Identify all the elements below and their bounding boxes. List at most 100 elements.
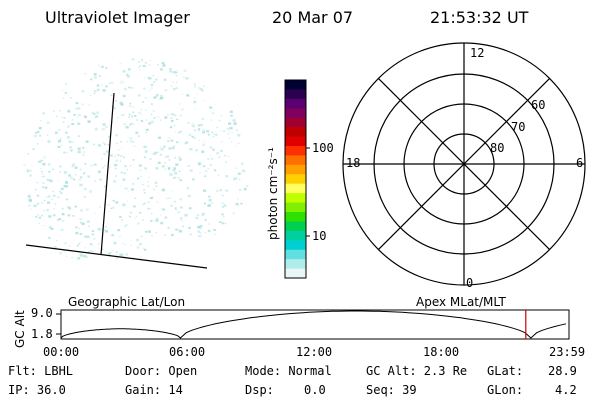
timeline-ytick-label-1.8: 1.8 (31, 327, 53, 341)
uv-speckle (47, 140, 51, 143)
uv-speckle (91, 111, 95, 114)
uv-speckle (208, 195, 211, 198)
info-dsp-label: Dsp: (245, 383, 274, 397)
uv-speckle (126, 168, 128, 170)
uv-speckle (72, 141, 74, 143)
uv-speckle (57, 180, 60, 182)
uv-speckle (95, 238, 97, 239)
uv-speckle (42, 163, 46, 166)
uv-speckle (67, 109, 71, 112)
uv-speckle (223, 130, 225, 132)
uv-speckle (40, 168, 41, 169)
uv-speckle (179, 198, 182, 201)
uv-speckle (138, 164, 142, 167)
uv-speckle (131, 188, 134, 191)
uv-speckle (123, 114, 125, 115)
uv-speckle (41, 141, 43, 143)
uv-speckle (52, 191, 54, 193)
uv-speckle (121, 219, 123, 221)
uv-speckle (196, 93, 198, 95)
uv-speckle (150, 219, 153, 222)
uv-speckle (191, 135, 194, 138)
uv-speckle (116, 254, 118, 256)
uv-speckle (103, 228, 106, 231)
uv-speckle (79, 218, 83, 221)
uv-speckle (98, 206, 101, 208)
uv-speckle (108, 135, 111, 138)
uv-speckle (193, 137, 196, 139)
uv-speckle (67, 110, 71, 113)
uv-speckle (77, 257, 81, 260)
uv-speckle (183, 69, 186, 72)
uv-speckle (68, 140, 72, 143)
uv-speckle (47, 134, 49, 136)
uv-speckle (29, 193, 31, 194)
uv-speckle (46, 196, 48, 198)
uv-speckle (216, 127, 218, 129)
colorbar-segment (285, 259, 306, 270)
info-glat-label: GLat: (487, 364, 524, 378)
uv-speckle (237, 134, 241, 137)
uv-speckle (105, 126, 108, 128)
uv-speckle (156, 151, 159, 154)
uv-speckle (71, 122, 74, 125)
colorbar-segment (285, 155, 306, 166)
uv-speckle (142, 204, 144, 206)
uv-speckle (167, 140, 170, 142)
uv-speckle (74, 174, 77, 176)
uv-speckle (120, 155, 123, 157)
uv-speckle (94, 180, 97, 182)
uv-speckle (163, 78, 167, 81)
uv-speckle (164, 89, 168, 92)
uv-speckle (159, 153, 162, 156)
uv-speckle (26, 168, 30, 172)
uv-speckle (178, 103, 181, 105)
uv-speckle (152, 188, 155, 191)
uv-speckle (94, 117, 96, 119)
uv-speckle (125, 244, 127, 245)
uv-speckle (56, 239, 58, 241)
uv-speckle (168, 159, 171, 161)
timeline-right-title: Apex MLat/MLT (416, 295, 506, 309)
uv-speckle (101, 84, 103, 86)
uv-speckle (186, 94, 190, 97)
uv-speckle (87, 251, 90, 253)
uv-speckle (177, 176, 180, 179)
uv-speckle (68, 207, 72, 210)
uv-speckle (61, 116, 63, 118)
uv-speckle (37, 131, 40, 133)
uv-speckle (69, 245, 71, 247)
uv-speckle (207, 204, 210, 207)
uv-speckle (75, 108, 78, 110)
uv-speckle (75, 231, 79, 235)
uv-speckle (135, 215, 138, 218)
uv-speckle (61, 207, 64, 210)
uv-speckle (197, 129, 200, 132)
uv-speckle (176, 81, 178, 83)
uv-speckle (44, 186, 48, 189)
uv-speckle (151, 234, 154, 237)
uv-speckle (144, 249, 147, 251)
uv-speckle (48, 170, 51, 173)
uv-speckle (58, 218, 61, 221)
info-door: Door: Open (125, 364, 198, 378)
uv-speckle (204, 175, 207, 177)
uv-speckle (40, 120, 42, 122)
uv-speckle (49, 179, 52, 181)
uv-speckle (234, 177, 238, 180)
uv-speckle (131, 58, 135, 61)
uv-speckle (230, 114, 233, 117)
uv-speckle (122, 94, 126, 98)
uv-speckle (137, 177, 140, 180)
uv-speckle (166, 155, 169, 158)
polar-ring-80 (433, 133, 495, 195)
uv-speckle (163, 146, 166, 148)
uv-speckle (137, 61, 140, 63)
uv-speckle (145, 231, 148, 233)
uv-speckle (71, 249, 73, 251)
uv-speckle (160, 95, 163, 97)
uv-speckle (82, 153, 85, 156)
uv-speckle (237, 198, 239, 200)
uv-speckle (134, 115, 137, 117)
uv-speckle (93, 163, 97, 166)
